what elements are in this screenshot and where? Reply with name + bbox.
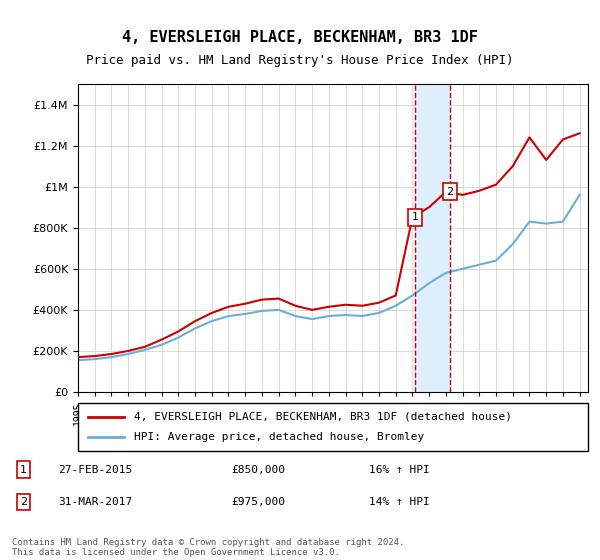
Text: HPI: Average price, detached house, Bromley: HPI: Average price, detached house, Brom… <box>134 432 424 442</box>
Text: 16% ↑ HPI: 16% ↑ HPI <box>369 465 430 475</box>
Text: 4, EVERSLEIGH PLACE, BECKENHAM, BR3 1DF: 4, EVERSLEIGH PLACE, BECKENHAM, BR3 1DF <box>122 30 478 45</box>
Text: 2: 2 <box>446 187 454 197</box>
Text: 14% ↑ HPI: 14% ↑ HPI <box>369 497 430 507</box>
Text: 27-FEB-2015: 27-FEB-2015 <box>58 465 133 475</box>
Text: Contains HM Land Registry data © Crown copyright and database right 2024.
This d: Contains HM Land Registry data © Crown c… <box>12 538 404 557</box>
Text: 4, EVERSLEIGH PLACE, BECKENHAM, BR3 1DF (detached house): 4, EVERSLEIGH PLACE, BECKENHAM, BR3 1DF … <box>134 412 512 422</box>
Text: Price paid vs. HM Land Registry's House Price Index (HPI): Price paid vs. HM Land Registry's House … <box>86 54 514 67</box>
Text: 1: 1 <box>20 465 27 475</box>
Bar <box>415 84 450 392</box>
Text: 31-MAR-2017: 31-MAR-2017 <box>58 497 133 507</box>
Text: £975,000: £975,000 <box>231 497 285 507</box>
Text: £850,000: £850,000 <box>231 465 285 475</box>
Text: 2: 2 <box>20 497 27 507</box>
FancyBboxPatch shape <box>78 403 588 451</box>
Text: 1: 1 <box>412 212 418 222</box>
